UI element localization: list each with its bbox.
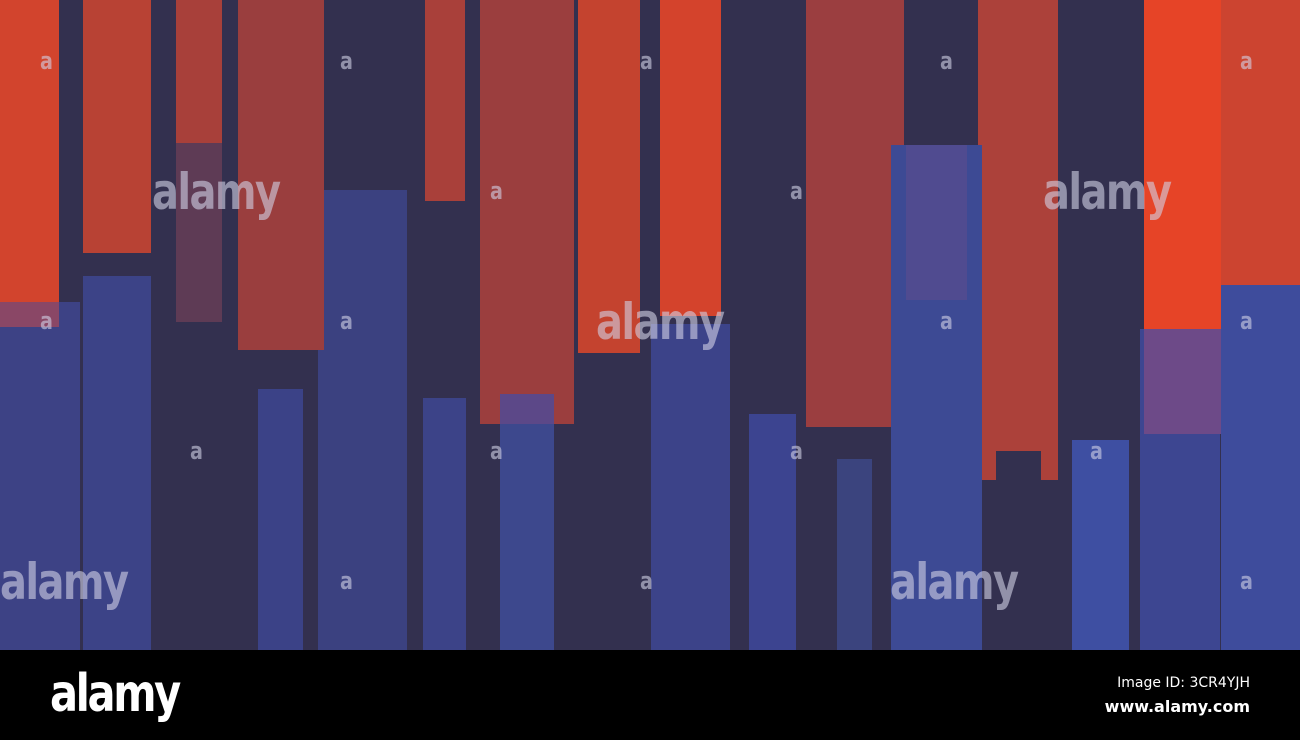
blue-bar xyxy=(1221,285,1300,650)
watermark-a: a xyxy=(340,47,353,75)
red-bar xyxy=(83,0,151,253)
blue-bar xyxy=(500,394,554,650)
watermark-a: a xyxy=(1240,307,1253,335)
red-bar xyxy=(1221,0,1300,285)
blue-bar xyxy=(1072,440,1129,650)
red-bar xyxy=(480,0,574,424)
watermark-a: a xyxy=(1090,437,1103,465)
abstract-bars-artwork: alamy alamy alamy alamy alamy a a a a a a a a a a a a a a a… xyxy=(0,0,1300,650)
watermark-alamy: alamy xyxy=(0,553,129,611)
watermark-a: a xyxy=(1240,567,1253,595)
blue-bar xyxy=(651,324,730,650)
watermark-a: a xyxy=(340,567,353,595)
red-faded-bar xyxy=(176,143,222,322)
footer-bar xyxy=(0,650,1300,740)
blue-bar xyxy=(258,389,303,650)
watermark-alamy: alamy xyxy=(596,293,725,351)
red-bar xyxy=(578,0,640,353)
site-url: www.alamy.com xyxy=(1104,697,1250,716)
watermark-a: a xyxy=(490,437,503,465)
overlap-bar xyxy=(1144,329,1221,434)
overlap-bar xyxy=(0,302,59,327)
red-bar xyxy=(978,0,1058,480)
watermark-a: a xyxy=(40,47,53,75)
red-bar xyxy=(660,0,721,316)
overlap-bar xyxy=(500,394,554,424)
blue-bar xyxy=(83,276,151,650)
red-bar xyxy=(425,0,465,201)
blue-bar xyxy=(423,398,466,650)
watermark-a: a xyxy=(640,47,653,75)
red-bar xyxy=(806,0,904,427)
watermark-a: a xyxy=(190,437,203,465)
watermark-a: a xyxy=(940,47,953,75)
overlap-bar xyxy=(906,145,967,300)
watermark-alamy: alamy xyxy=(1043,163,1172,221)
watermark-a: a xyxy=(490,177,503,205)
red-bar xyxy=(176,0,222,143)
red-bar xyxy=(1144,0,1221,329)
watermark-a: a xyxy=(40,307,53,335)
watermark-alamy: alamy xyxy=(152,163,281,221)
blue-bar xyxy=(837,459,872,650)
gap-bar xyxy=(996,451,1041,480)
watermark-a: a xyxy=(940,307,953,335)
watermark-a: a xyxy=(640,567,653,595)
alamy-logo: alamy xyxy=(50,664,181,724)
blue-bar xyxy=(749,414,796,650)
watermark-a: a xyxy=(790,177,803,205)
watermark-a: a xyxy=(790,437,803,465)
image-id: Image ID: 3CR4YJH xyxy=(1117,675,1250,691)
blue-bar xyxy=(318,190,407,650)
red-bar xyxy=(0,0,59,327)
watermark-a: a xyxy=(340,307,353,335)
red-bar xyxy=(238,0,324,350)
watermark-a: a xyxy=(1240,47,1253,75)
blue-bar xyxy=(0,302,80,650)
watermark-alamy: alamy xyxy=(890,553,1019,611)
